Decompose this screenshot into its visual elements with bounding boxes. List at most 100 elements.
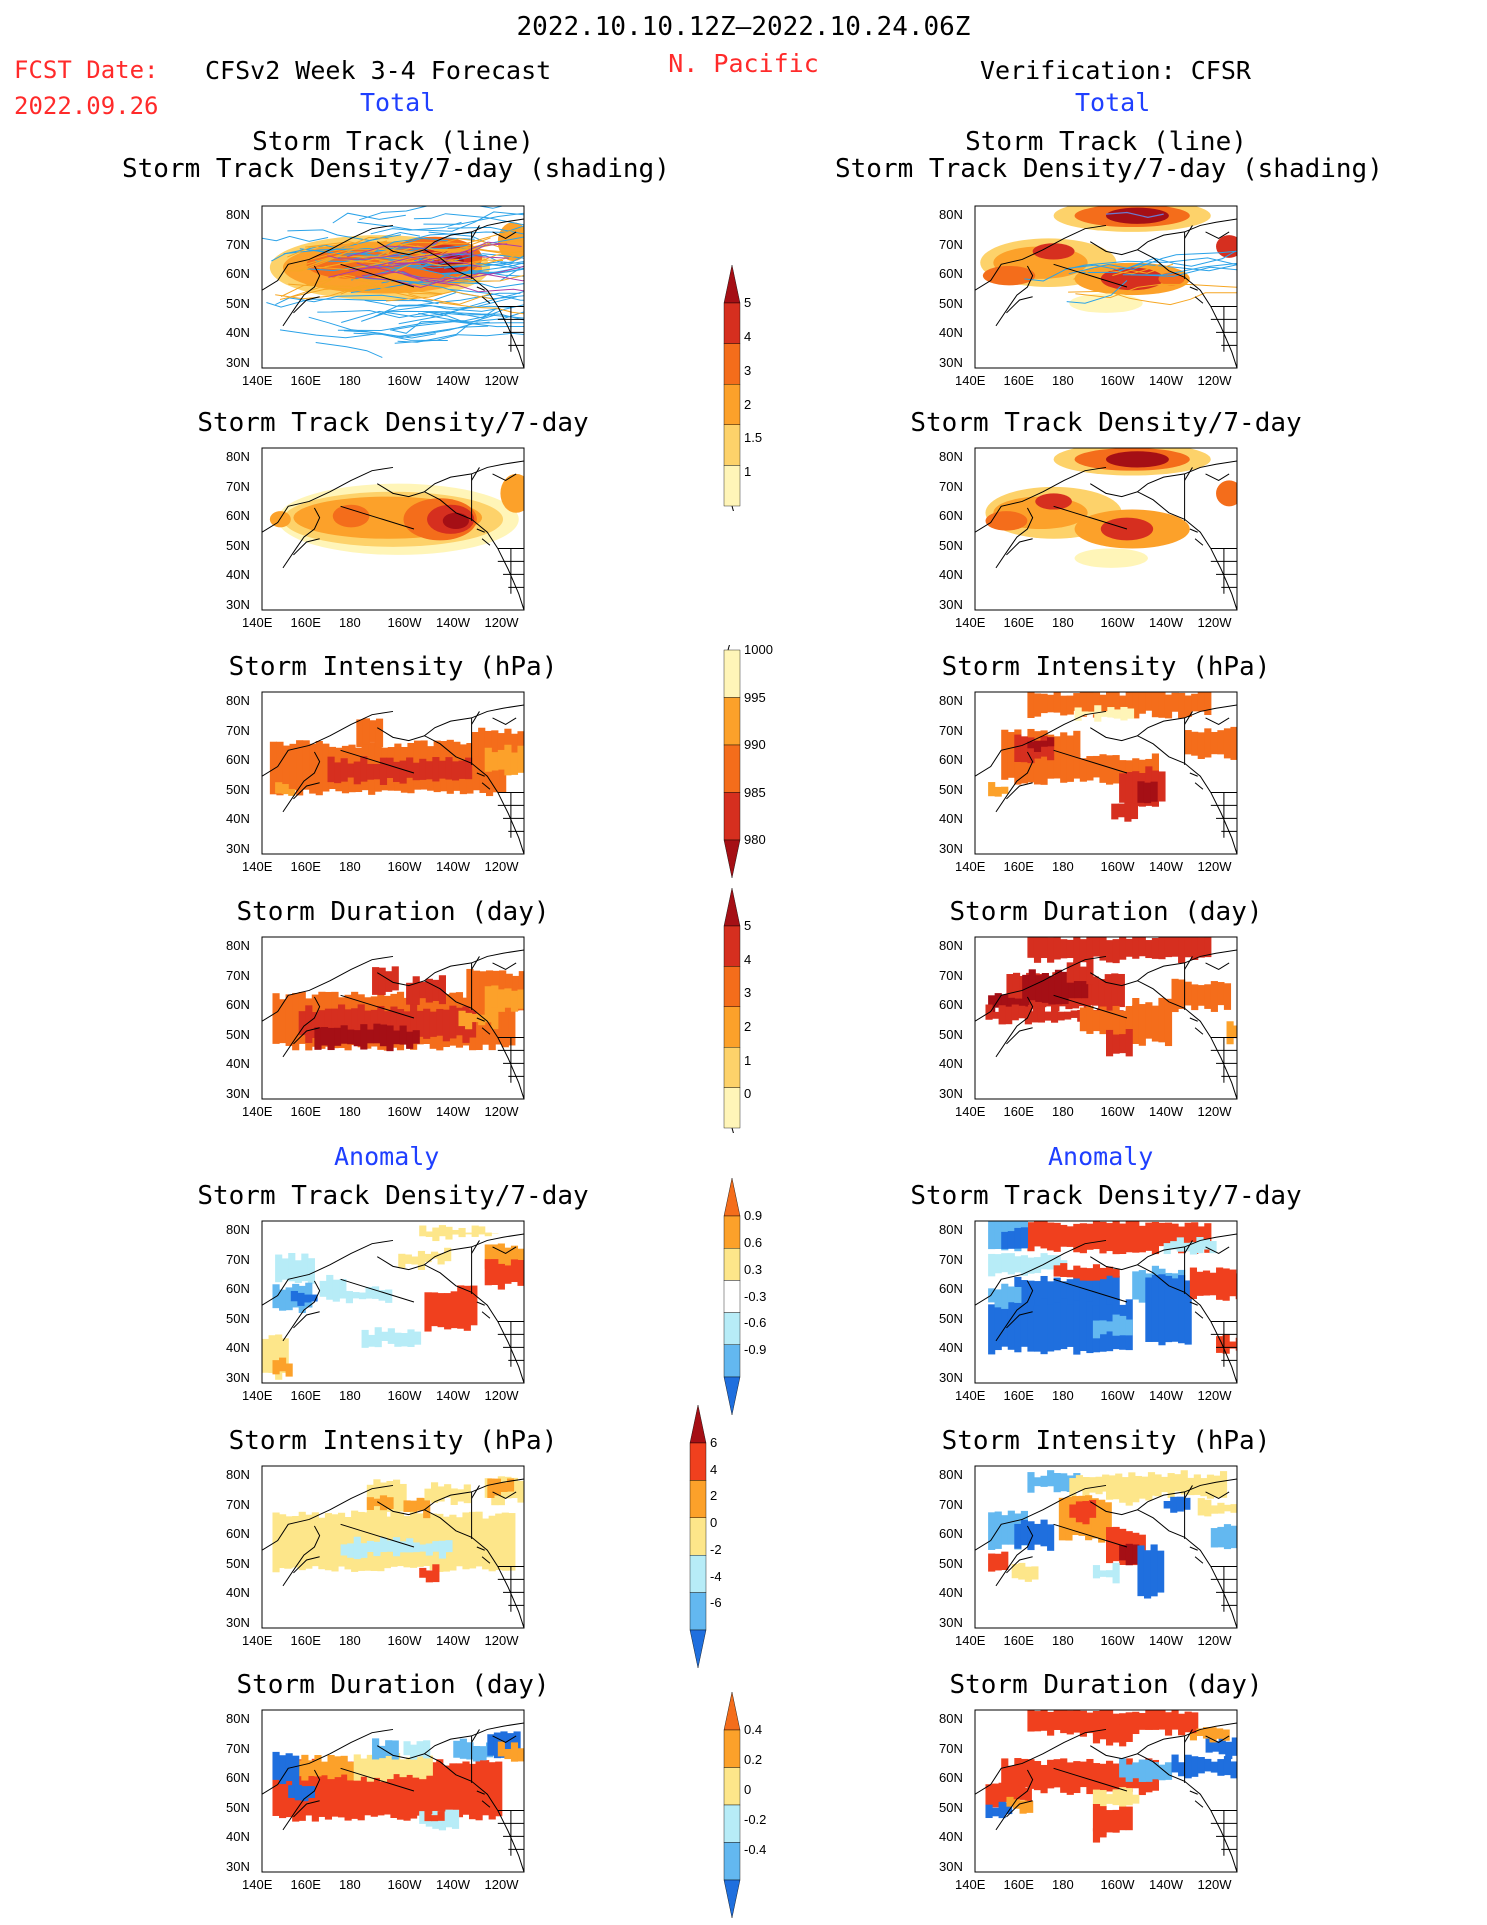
map-forecast-density — [261, 447, 525, 611]
colorbar-swatch — [689, 1480, 707, 1519]
lat-tick-label: 80N — [939, 1222, 963, 1237]
colorbar-swatch — [723, 925, 741, 967]
field-verification-density — [975, 448, 1237, 610]
field-verification-duration — [975, 937, 1237, 1099]
lon-tick-label: 140W — [1149, 1633, 1183, 1648]
lon-tick-label: 120W — [1197, 1104, 1232, 1119]
lat-tick-label: 80N — [226, 449, 250, 464]
lon-tick-label: 180 — [1052, 859, 1074, 874]
lon-tick-label: 160W — [1100, 1633, 1135, 1648]
colorbar-swatch — [723, 1767, 741, 1806]
colorbar-label: 4 — [744, 951, 752, 967]
lon-tick-label: 140E — [955, 1388, 986, 1403]
lat-tick-label: 50N — [226, 1555, 250, 1571]
map-forecast-duration — [261, 936, 525, 1100]
lat-tick-label: 70N — [226, 1740, 250, 1756]
field-forecast-duration_anom — [262, 1722, 524, 1872]
lat-tick-label: 80N — [226, 1711, 250, 1726]
lat-tick-label: 60N — [226, 1281, 250, 1296]
colorbar-swatch — [723, 302, 741, 344]
colorbar-label: 1.5 — [744, 430, 763, 446]
total-label-left: Total — [360, 88, 436, 117]
lat-tick-label: 40N — [226, 1056, 250, 1071]
lat-tick-label: 80N — [226, 1222, 250, 1237]
lat-tick-label: 40N — [939, 1585, 963, 1600]
colorbar-swatch — [723, 1376, 741, 1416]
lon-tick-label: 140E — [955, 1877, 986, 1892]
panel-title-forecast-6: Storm Intensity (hPa) — [228, 1426, 558, 1456]
lon-tick-label: 140E — [955, 373, 986, 388]
lon-tick-label: 160W — [1100, 1877, 1135, 1892]
colorbar-label: 0.4 — [744, 1722, 763, 1737]
colorbar-swatch — [689, 1442, 707, 1481]
colorbar-swatch — [723, 1879, 741, 1919]
colorbar-label: 1000 — [744, 642, 773, 657]
colorbar-label: 6 — [710, 1435, 718, 1450]
lon-tick-label: 120W — [484, 1104, 519, 1119]
lat-tick-label: 60N — [226, 508, 250, 523]
lat-tick-label: 60N — [939, 1770, 963, 1785]
colorbar-swatch — [689, 1554, 707, 1593]
colorbar-swatch — [689, 1517, 707, 1556]
colorbar-label: 0.2 — [744, 1752, 763, 1767]
colorbar-swatch — [723, 1046, 741, 1088]
lat-tick-label: 70N — [226, 478, 250, 494]
lon-tick-label: 160W — [1100, 615, 1135, 630]
colorbar-label: 0 — [710, 1515, 718, 1531]
lat-tick-label: 40N — [226, 1340, 250, 1355]
map-frame — [261, 447, 525, 611]
lat-tick-label: 70N — [226, 967, 250, 983]
lat-tick-label: 30N — [226, 596, 250, 612]
lat-tick-label: 40N — [226, 1829, 250, 1844]
lon-tick-label: 140E — [955, 1104, 986, 1119]
lat-tick-label: 40N — [226, 325, 250, 340]
colorbar-swatch — [723, 1280, 741, 1313]
colorbar-label: -4 — [710, 1568, 722, 1584]
lon-tick-label: 140W — [1149, 615, 1183, 630]
map-frame — [261, 936, 525, 1100]
colorbar-label: -0.9 — [744, 1342, 767, 1358]
forecast-title: CFSv2 Week 3-4 Forecast — [205, 56, 552, 85]
lat-tick-label: 70N — [226, 236, 250, 252]
lat-tick-label: 50N — [939, 1799, 963, 1815]
anomaly-label-right: Anomaly — [1048, 1142, 1154, 1171]
map-verification-duration — [974, 936, 1238, 1100]
lat-tick-label: 50N — [226, 781, 250, 797]
map-verification-density — [974, 447, 1238, 611]
map-frame — [974, 1220, 1238, 1384]
lon-tick-label: 180 — [339, 859, 361, 874]
lon-tick-label: 160E — [1003, 615, 1034, 630]
field-forecast-intensity — [262, 704, 524, 854]
colorbar-density — [723, 264, 741, 511]
colorbar-label: 985 — [744, 784, 766, 800]
colorbar-swatch — [723, 1729, 741, 1768]
field-verification-track_density_lines — [975, 206, 1237, 368]
lon-tick-label: 120W — [484, 373, 519, 388]
lat-tick-label: 70N — [939, 1251, 963, 1267]
lon-tick-label: 140E — [242, 1104, 273, 1119]
lon-tick-label: 140W — [436, 1877, 470, 1892]
lon-tick-label: 160W — [387, 1633, 422, 1648]
lat-tick-label: 30N — [939, 596, 963, 612]
map-frame — [261, 691, 525, 855]
lon-tick-label: 140W — [436, 1104, 470, 1119]
lon-tick-label: 140E — [955, 1633, 986, 1648]
lon-tick-label: 120W — [484, 1388, 519, 1403]
panel-title-forecast-5: Storm Track Density/7-day — [197, 1181, 589, 1211]
panel-title-verification-7: Storm Duration (day) — [949, 1670, 1263, 1700]
colorbar-swatch — [723, 1177, 741, 1217]
lon-tick-label: 120W — [484, 1633, 519, 1648]
lat-tick-label: 60N — [226, 997, 250, 1012]
field-verification-duration_anom — [975, 1710, 1237, 1872]
colorbar-label: 5 — [744, 295, 752, 310]
lat-tick-label: 50N — [226, 295, 250, 311]
lon-tick-label: 160W — [387, 615, 422, 630]
lon-tick-label: 180 — [1052, 373, 1074, 388]
colorbar-label: 5 — [744, 918, 752, 933]
lon-tick-label: 160W — [1100, 373, 1135, 388]
lon-tick-label: 140E — [242, 1877, 273, 1892]
lon-tick-label: 140E — [242, 373, 273, 388]
lon-tick-label: 160E — [1003, 1877, 1034, 1892]
lon-tick-label: 140E — [955, 859, 986, 874]
lon-tick-label: 180 — [339, 373, 361, 388]
